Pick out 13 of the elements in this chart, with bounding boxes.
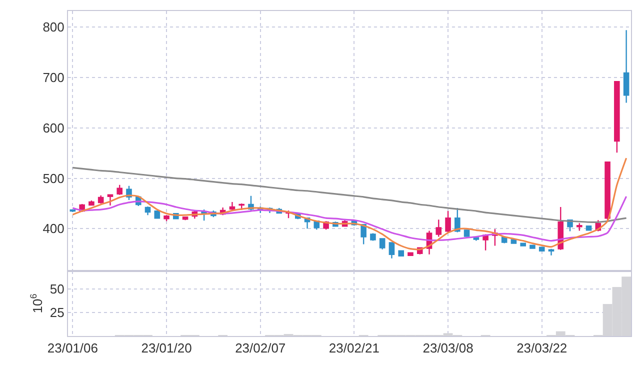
x-tick-label: 23/01/20 <box>141 340 192 356</box>
x-tick-label: 23/03/22 <box>516 340 568 356</box>
y-tick-label: 25 <box>50 305 64 320</box>
x-tick-label: 23/01/06 <box>47 340 98 356</box>
y-tick-label: 400 <box>42 221 64 236</box>
y-tick-label: 800 <box>42 20 64 35</box>
y-tick-label: 50 <box>50 281 64 296</box>
y-tick-label: 700 <box>42 70 64 86</box>
x-tick-label: 23/03/08 <box>422 340 474 356</box>
y-tick-label: 600 <box>42 120 64 136</box>
x-tick-label: 23/02/21 <box>328 340 380 356</box>
y-tick-label: 500 <box>42 170 64 186</box>
x-tick-label: 23/02/07 <box>235 340 286 356</box>
